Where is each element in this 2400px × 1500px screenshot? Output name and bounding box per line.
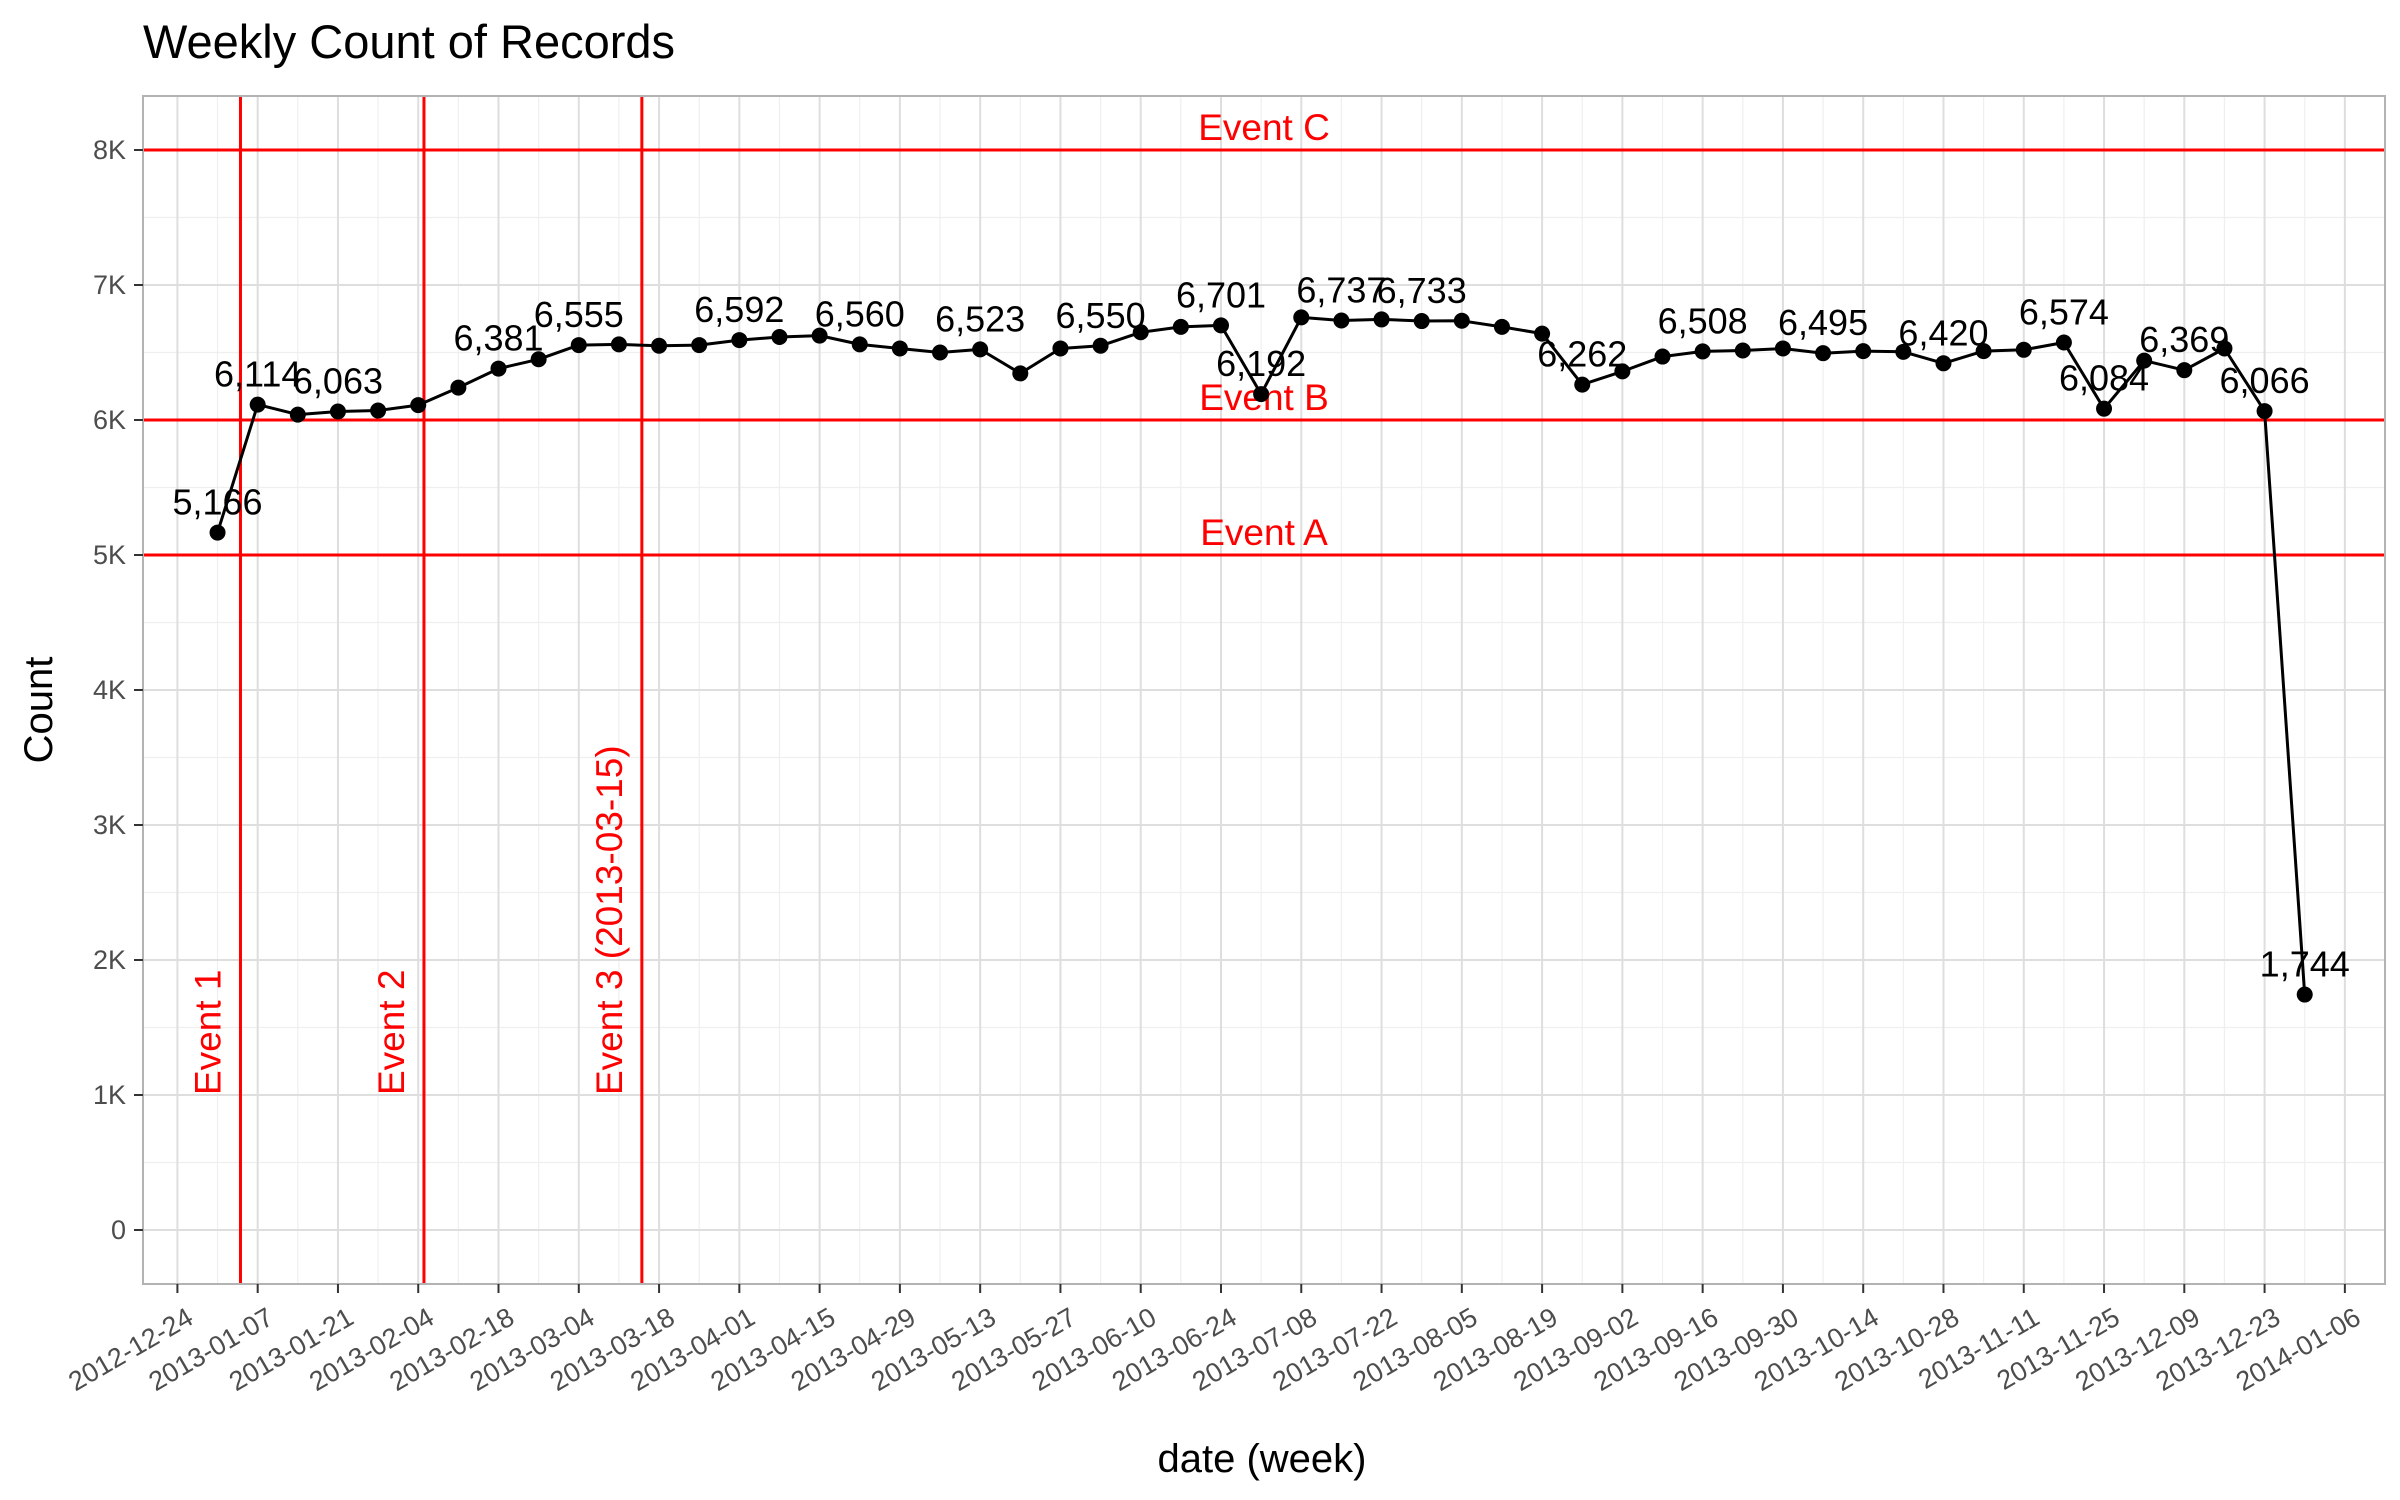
data-label: 1,744: [2260, 944, 2350, 985]
data-point: [731, 332, 748, 349]
data-point: [209, 524, 226, 541]
x-axis-title: date (week): [1158, 1437, 1367, 1481]
y-tick-label: 5K: [93, 540, 126, 570]
y-tick-label: 7K: [93, 270, 126, 300]
data-point: [811, 327, 828, 344]
data-point: [1855, 343, 1872, 360]
data-point: [1493, 318, 1510, 335]
event-vline-label: Event 2: [371, 970, 412, 1095]
data-label: 6,701: [1176, 274, 1266, 315]
data-label: 6,114: [214, 354, 301, 395]
data-point: [2296, 986, 2313, 1003]
data-point: [490, 360, 507, 377]
event-vline-label: Event 1: [187, 970, 228, 1095]
y-tick-label: 6K: [93, 405, 126, 435]
data-label: 6,262: [1537, 334, 1627, 375]
data-point: [329, 403, 346, 420]
data-point: [1614, 363, 1631, 380]
data-point: [249, 396, 266, 413]
data-point: [1975, 343, 1992, 360]
y-axis-title: Count: [17, 657, 61, 764]
y-tick-label: 1K: [93, 1080, 126, 1110]
data-point: [1654, 348, 1671, 365]
data-point: [851, 336, 868, 353]
data-label: 6,192: [1216, 343, 1306, 384]
data-point: [771, 328, 788, 345]
data-point: [1212, 317, 1229, 334]
data-point: [691, 337, 708, 354]
data-point: [1694, 343, 1711, 360]
data-label: 6,420: [1898, 312, 1988, 353]
x-axis-ticks: 2012-12-242013-01-072013-01-212013-02-04…: [63, 1284, 2365, 1397]
data-point: [289, 406, 306, 423]
data-point: [932, 344, 949, 361]
data-point: [1092, 337, 1109, 354]
data-point: [1333, 312, 1350, 329]
data-point: [1172, 318, 1189, 335]
data-label: 6,733: [1377, 270, 1467, 311]
data-label: 6,508: [1658, 300, 1748, 341]
data-point: [1253, 386, 1270, 403]
data-point: [1574, 376, 1591, 393]
data-point: [1935, 355, 1952, 372]
data-point: [410, 397, 427, 414]
data-point: [1052, 340, 1069, 357]
chart-title: Weekly Count of Records: [143, 15, 675, 68]
data-label: 6,737: [1296, 270, 1386, 311]
data-point: [1293, 309, 1310, 326]
data-points: [209, 309, 2313, 1003]
data-point: [2216, 340, 2233, 357]
data-label: 6,381: [453, 318, 543, 359]
data-point: [1734, 342, 1751, 359]
data-label: 6,066: [2220, 360, 2310, 401]
data-point: [1534, 325, 1551, 342]
data-point: [570, 337, 587, 354]
data-point: [1895, 343, 1912, 360]
data-point: [2256, 403, 2273, 420]
data-label: 6,523: [935, 298, 1025, 339]
event-vline-label: Event 3 (2013-03-15): [589, 745, 630, 1095]
data-label: 6,574: [2019, 292, 2109, 333]
data-point: [2096, 400, 2113, 417]
data-label: 6,369: [2139, 319, 2229, 360]
data-label: 6,560: [815, 293, 905, 334]
data-point: [1373, 311, 1390, 328]
data-point: [2176, 362, 2193, 379]
event-hline-label: Event C: [1198, 107, 1330, 148]
data-point: [1132, 324, 1149, 341]
data-point: [370, 402, 387, 419]
data-point: [972, 341, 989, 358]
data-label: 6,555: [534, 294, 624, 335]
data-point: [1774, 340, 1791, 357]
data-point: [530, 351, 547, 368]
y-tick-label: 4K: [93, 675, 126, 705]
y-tick-label: 2K: [93, 945, 126, 975]
data-point: [610, 336, 627, 353]
data-point: [1413, 313, 1430, 330]
data-label: 6,063: [293, 360, 383, 401]
data-point: [2015, 341, 2032, 358]
y-axis-ticks: 0 1K 2K 3K 4K 5K 6K 7K 8K: [93, 135, 143, 1245]
data-point: [1012, 365, 1029, 382]
y-tick-label: 8K: [93, 135, 126, 165]
y-tick-label: 0: [111, 1215, 126, 1245]
event-hline-label: Event A: [1200, 512, 1328, 553]
y-tick-label: 3K: [93, 810, 126, 840]
data-label: 6,592: [694, 289, 784, 330]
data-label: 6,084: [2059, 358, 2149, 399]
data-point: [891, 340, 908, 357]
data-point: [1453, 312, 1470, 329]
data-point: [651, 337, 668, 354]
data-point: [450, 379, 467, 396]
data-point: [1815, 345, 1832, 362]
data-label: 6,495: [1778, 302, 1868, 343]
data-point: [2136, 352, 2153, 369]
data-point: [2055, 334, 2072, 351]
data-label: 5,166: [172, 482, 262, 523]
data-label: 6,550: [1056, 295, 1146, 336]
